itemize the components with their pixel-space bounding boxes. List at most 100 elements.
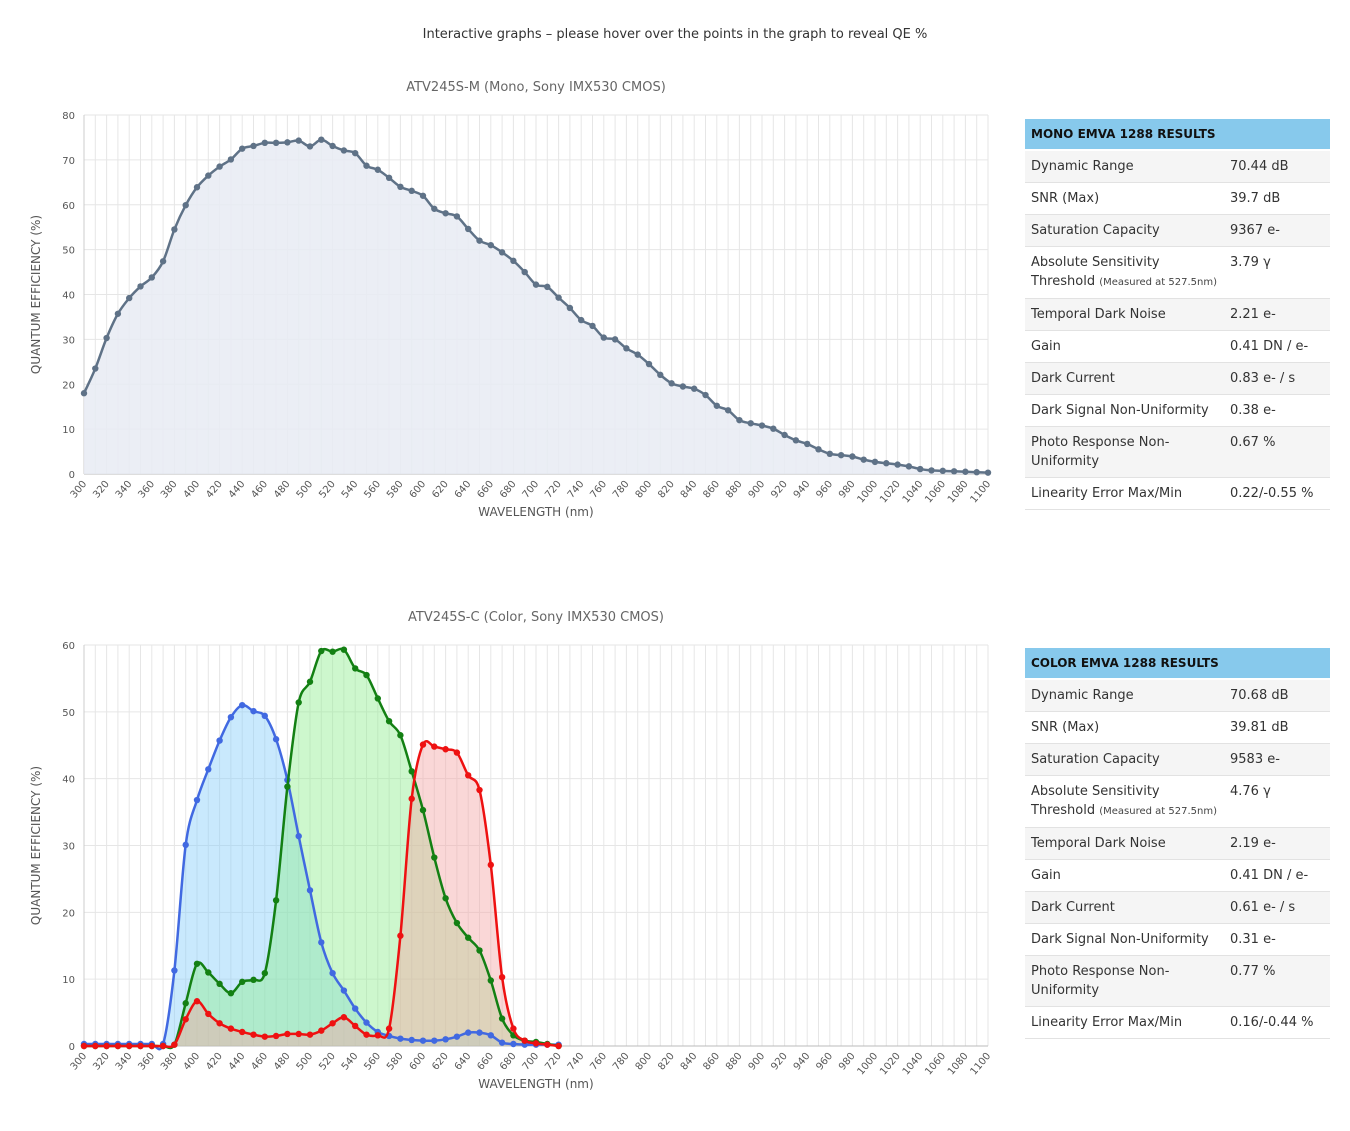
data-point[interactable]	[894, 461, 901, 468]
data-point[interactable]	[340, 646, 348, 653]
data-point[interactable]	[385, 174, 393, 182]
data-point[interactable]	[363, 1031, 370, 1038]
data-point[interactable]	[171, 1041, 178, 1048]
data-point[interactable]	[939, 467, 946, 475]
data-point[interactable]	[431, 743, 438, 750]
data-point[interactable]	[668, 380, 675, 387]
data-point[interactable]	[261, 139, 268, 147]
data-point[interactable]	[453, 919, 461, 927]
data-point[interactable]	[329, 969, 336, 977]
data-point[interactable]	[216, 980, 223, 988]
data-point[interactable]	[227, 990, 235, 997]
data-point[interactable]	[239, 1028, 246, 1036]
data-point[interactable]	[634, 351, 641, 358]
data-point[interactable]	[431, 1037, 438, 1044]
data-point[interactable]	[250, 1031, 257, 1038]
data-point[interactable]	[272, 897, 280, 904]
data-point[interactable]	[318, 1027, 325, 1034]
data-point[interactable]	[92, 365, 99, 372]
data-point[interactable]	[476, 786, 483, 794]
data-point[interactable]	[182, 201, 189, 209]
data-point[interactable]	[408, 1036, 415, 1044]
data-point[interactable]	[261, 969, 268, 977]
data-point[interactable]	[385, 717, 393, 725]
data-point[interactable]	[419, 806, 427, 814]
data-point[interactable]	[114, 310, 122, 317]
data-point[interactable]	[476, 1029, 483, 1036]
data-point[interactable]	[295, 137, 302, 144]
data-point[interactable]	[883, 460, 890, 467]
data-point[interactable]	[770, 425, 777, 432]
data-point[interactable]	[498, 1039, 506, 1046]
data-point[interactable]	[352, 149, 359, 157]
data-point[interactable]	[984, 469, 992, 476]
data-point[interactable]	[193, 184, 201, 191]
data-point[interactable]	[419, 1037, 427, 1044]
data-point[interactable]	[397, 183, 404, 190]
data-point[interactable]	[126, 1042, 133, 1050]
data-point[interactable]	[340, 147, 348, 154]
data-point[interactable]	[600, 334, 607, 341]
data-point[interactable]	[521, 1037, 528, 1044]
data-point[interactable]	[340, 1014, 348, 1021]
data-point[interactable]	[521, 268, 528, 276]
data-point[interactable]	[329, 1020, 336, 1027]
data-point[interactable]	[849, 453, 856, 460]
data-point[interactable]	[227, 1025, 235, 1032]
data-point[interactable]	[363, 162, 370, 169]
data-point[interactable]	[205, 766, 212, 773]
data-point[interactable]	[691, 385, 698, 392]
data-point[interactable]	[340, 987, 348, 994]
data-point[interactable]	[272, 1032, 280, 1040]
data-point[interactable]	[962, 468, 969, 475]
data-point[interactable]	[295, 699, 302, 706]
data-point[interactable]	[318, 647, 325, 655]
data-point[interactable]	[284, 139, 291, 146]
mono-qe-chart[interactable]: ATV245S-M (Mono, Sony IMX530 CMOS)010203…	[0, 70, 1010, 530]
data-point[interactable]	[284, 783, 291, 790]
data-point[interactable]	[487, 977, 494, 984]
data-point[interactable]	[193, 998, 201, 1005]
data-point[interactable]	[137, 1042, 144, 1050]
data-point[interactable]	[306, 678, 314, 685]
data-point[interactable]	[498, 249, 506, 256]
data-point[interactable]	[329, 648, 336, 655]
data-point[interactable]	[408, 795, 415, 802]
data-point[interactable]	[487, 861, 494, 869]
data-point[interactable]	[510, 257, 517, 265]
data-point[interactable]	[589, 322, 596, 330]
data-point[interactable]	[205, 172, 212, 179]
data-point[interactable]	[193, 796, 201, 804]
data-point[interactable]	[159, 1042, 167, 1050]
data-point[interactable]	[295, 1030, 302, 1038]
data-point[interactable]	[442, 210, 449, 217]
data-point[interactable]	[465, 772, 472, 779]
data-point[interactable]	[80, 390, 88, 397]
data-point[interactable]	[374, 166, 381, 173]
data-point[interactable]	[374, 1032, 381, 1039]
data-point[interactable]	[465, 225, 472, 233]
data-point[interactable]	[555, 294, 562, 301]
data-point[interactable]	[498, 1015, 506, 1022]
data-point[interactable]	[555, 1042, 562, 1050]
data-point[interactable]	[431, 205, 438, 212]
data-point[interactable]	[871, 458, 879, 466]
data-point[interactable]	[431, 854, 438, 861]
data-point[interactable]	[352, 665, 359, 672]
data-point[interactable]	[578, 316, 585, 324]
data-point[interactable]	[781, 431, 788, 439]
data-point[interactable]	[544, 283, 551, 291]
data-point[interactable]	[159, 258, 167, 265]
data-point[interactable]	[566, 304, 574, 312]
data-point[interactable]	[250, 142, 257, 150]
data-point[interactable]	[487, 241, 494, 249]
data-point[interactable]	[442, 895, 449, 902]
data-point[interactable]	[272, 139, 280, 147]
data-point[interactable]	[724, 407, 732, 414]
data-point[interactable]	[205, 1010, 212, 1018]
data-point[interactable]	[950, 468, 958, 475]
data-point[interactable]	[216, 737, 223, 744]
data-point[interactable]	[216, 163, 223, 170]
data-point[interactable]	[408, 187, 415, 195]
data-point[interactable]	[736, 416, 743, 424]
